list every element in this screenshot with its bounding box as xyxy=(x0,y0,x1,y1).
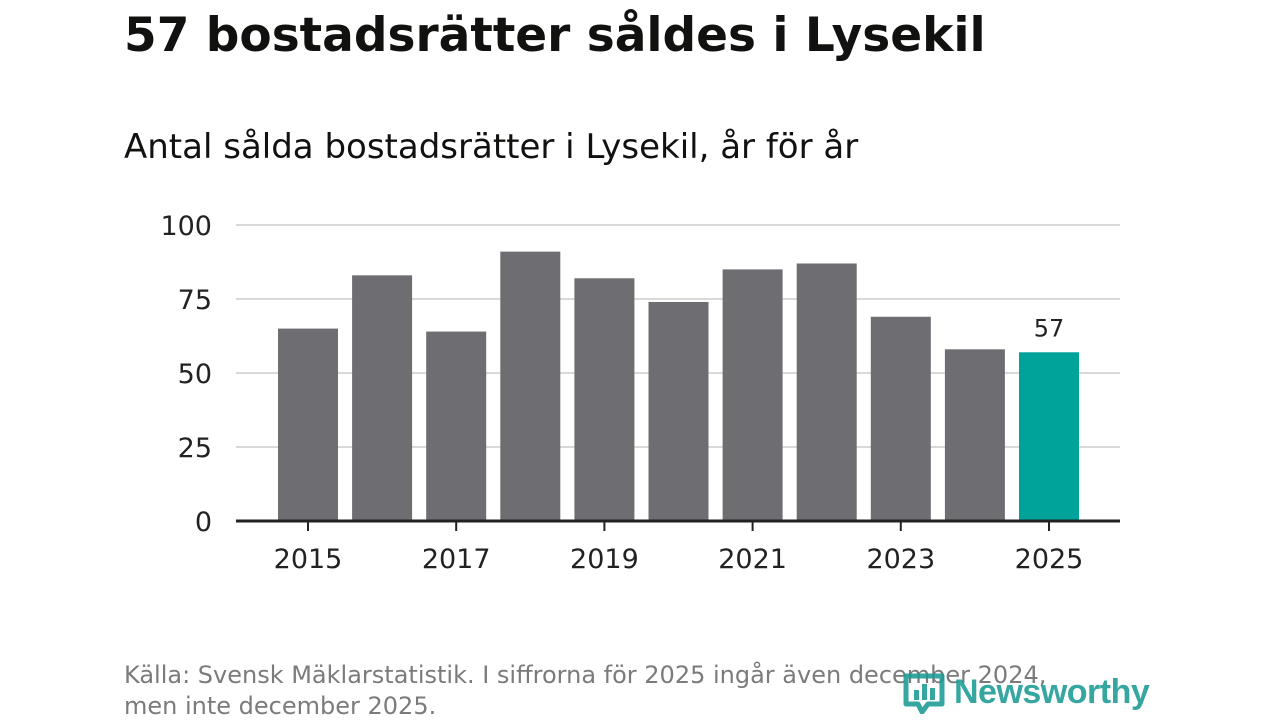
logo-text: Newsworthy xyxy=(954,672,1150,711)
bar-chart-logo-icon xyxy=(903,673,945,714)
source-note: Källa: Svensk Mäklarstatistik. I siffror… xyxy=(124,660,1124,720)
bar-2015 xyxy=(278,328,338,521)
y-tick-label-75: 75 xyxy=(178,285,212,316)
data-labels: 57 xyxy=(1034,314,1065,342)
x-tick-label-2025: 2025 xyxy=(1015,544,1084,575)
bar-2017 xyxy=(426,331,487,521)
x-tick-label-2023: 2023 xyxy=(866,544,935,575)
bar-2019 xyxy=(574,278,635,521)
bar-2024 xyxy=(944,349,1005,521)
source-line-1: Källa: Svensk Mäklarstatistik. I siffror… xyxy=(124,661,1047,689)
bar-2018 xyxy=(500,251,561,521)
source-line-2: men inte december 2025. xyxy=(124,692,437,720)
x-axis-ticks: 2015 2017 2019 2021 2023 2025 xyxy=(274,521,1084,575)
chart-title: 57 bostadsrätter såldes i Lysekil xyxy=(124,8,986,63)
data-label-2025: 57 xyxy=(1034,314,1065,342)
bar-2025 xyxy=(1019,352,1079,521)
newsworthy-logo: Newsworthy xyxy=(902,670,1150,714)
chart-subtitle: Antal sålda bostadsrätter i Lysekil, år … xyxy=(124,127,859,167)
y-tick-label-50: 50 xyxy=(178,359,212,390)
bar-2022 xyxy=(796,263,857,521)
y-tick-label-100: 100 xyxy=(160,211,212,242)
bar-chart: 0 25 50 75 100 2015 2017 2019 2021 2023 2025 57 xyxy=(160,211,1120,575)
bar-2016 xyxy=(352,275,413,521)
y-tick-label-0: 0 xyxy=(195,507,212,538)
bar-2023 xyxy=(870,316,931,521)
y-tick-label-25: 25 xyxy=(178,433,212,464)
x-tick-label-2017: 2017 xyxy=(422,544,491,575)
bar-2020 xyxy=(648,301,709,521)
y-axis-ticks: 0 25 50 75 100 xyxy=(160,211,212,538)
x-tick-label-2019: 2019 xyxy=(570,544,639,575)
x-tick-label-2021: 2021 xyxy=(718,544,787,575)
x-tick-label-2015: 2015 xyxy=(274,544,343,575)
bars xyxy=(278,251,1079,521)
bar-2021 xyxy=(722,269,783,521)
